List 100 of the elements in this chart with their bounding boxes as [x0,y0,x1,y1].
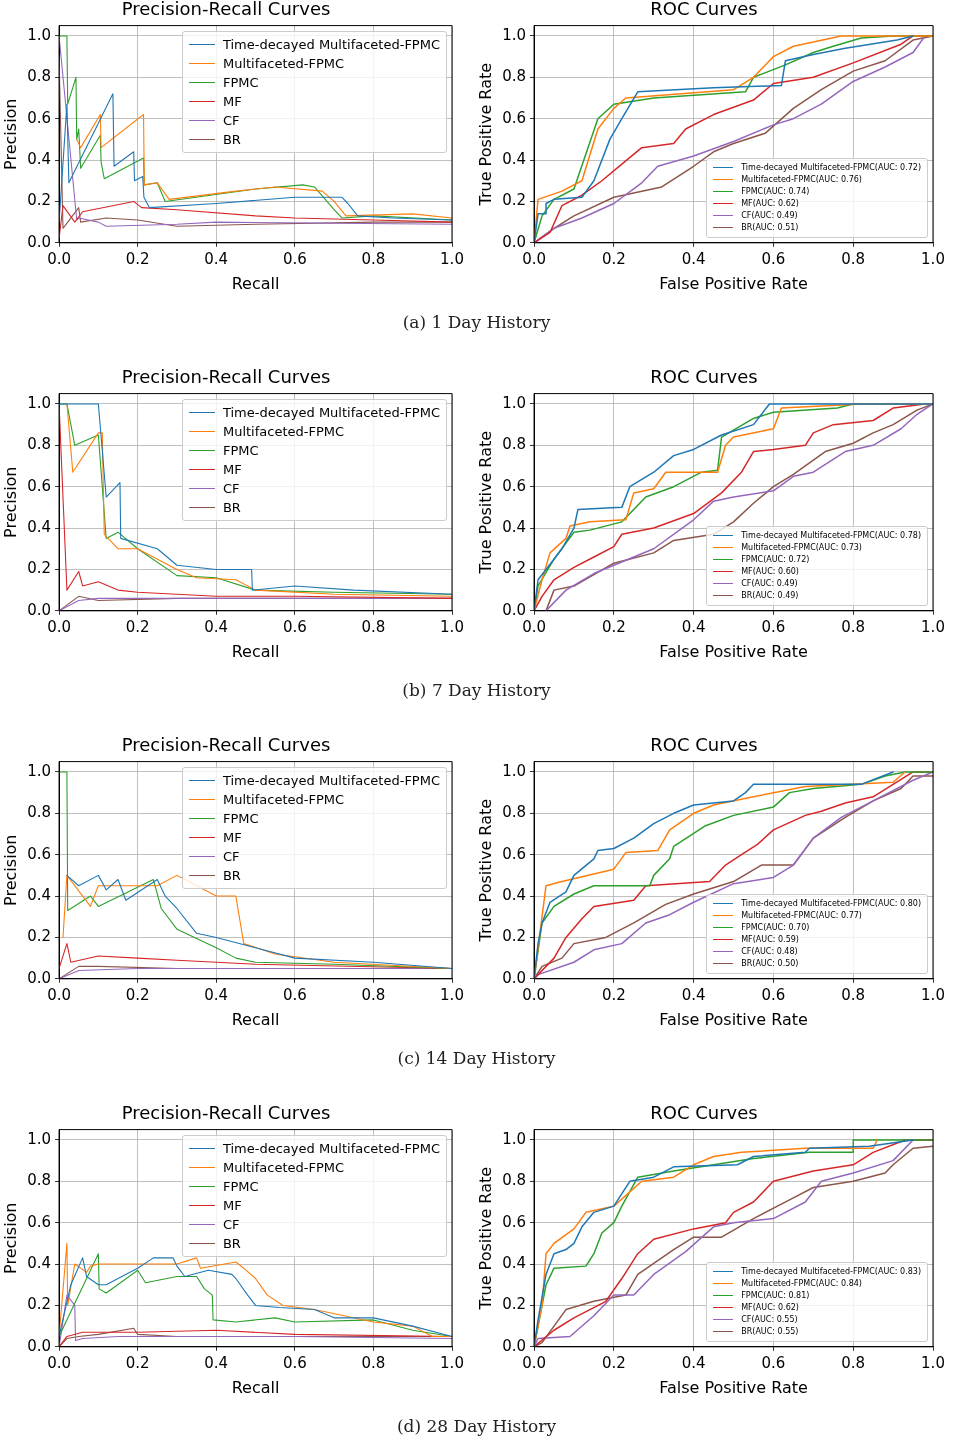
chart-title: ROC Curves [650,1102,758,1124]
x-tick-label: 0.6 [761,249,786,268]
y-tick-label: 0.4 [502,885,527,904]
y-axis-title: Precision [0,1202,20,1274]
x-tick-label: 0.6 [282,985,307,1004]
y-tick-label: 1.0 [502,761,527,780]
y-tick-label: 1.0 [502,393,527,412]
legend-label: FPMC(AUC: 0.74) [741,185,810,198]
x-tick-label: 0.6 [282,249,307,268]
text: (d) 28 Day History [395,1416,558,1436]
legend-label: BR [222,866,241,885]
y-tick-label: 1.0 [502,25,527,44]
y-tick-label: 0.8 [27,803,52,822]
y-tick-label: 0.0 [502,600,527,619]
x-tick-label: 0.2 [601,985,626,1004]
x-tick-label: 0.4 [204,1353,229,1372]
y-tick-label: 0.8 [502,67,527,86]
y-tick-label: 0.2 [27,1295,52,1314]
y-tick-label: 0.4 [27,149,52,168]
y-tick-label: 0.4 [502,517,527,536]
chart-title: ROC Curves [650,0,758,20]
y-tick-label: 0.4 [502,1253,527,1272]
legend-label: Time-decayed Multifaceted-FPMC [222,403,440,422]
y-tick-label: 1.0 [27,761,52,780]
legend-label: CF [222,479,240,498]
legend-label: BR(AUC: 0.50) [741,957,799,970]
legend-label: FPMC(AUC: 0.72) [741,553,810,566]
x-tick-label: 0.0 [47,1353,71,1372]
y-tick-label: 1.0 [502,1129,527,1148]
x-axis-title: Recall [231,641,280,661]
legend-label: CF [222,1215,240,1234]
x-tick-label: 1.0 [440,985,464,1004]
y-tick-label: 0.6 [502,476,527,495]
x-tick-label: 1.0 [440,617,464,636]
y-tick-label: 1.0 [27,1129,52,1148]
legend-label: CF(AUC: 0.49) [741,209,798,222]
legend-label: MF(AUC: 0.59) [741,933,799,946]
legend-label: Time-decayed Multifaceted-FPMC [222,1139,440,1158]
y-tick-label: 0.2 [502,559,527,578]
x-tick-label: 1.0 [921,1353,945,1372]
legend-label: Multifaceted-FPMC(AUC: 0.76) [741,173,862,186]
x-axis-title: False Positive Rate [659,273,808,293]
y-tick-label: 0.8 [27,67,52,86]
x-tick-label: 0.0 [522,985,546,1004]
legend-label: MF(AUC: 0.62) [741,197,799,210]
x-axis-title: False Positive Rate [659,1377,808,1397]
y-tick-label: 0.8 [27,1171,52,1190]
x-tick-label: 0.8 [841,985,866,1004]
y-axis-title: Precision [0,834,20,906]
y-tick-label: 0.4 [27,885,52,904]
x-tick-label: 0.8 [841,617,866,636]
chart-title: Precision-Recall Curves [121,366,331,388]
legend-label: Time-decayed Multifaceted-FPMC [222,771,440,790]
legend-label: FPMC [222,1177,259,1196]
x-tick-label: 0.6 [282,617,307,636]
y-tick-label: 0.0 [27,232,52,251]
legend-label: CF(AUC: 0.55) [741,1313,798,1326]
legend-label: Multifaceted-FPMC [222,422,345,441]
legend-label: MF [222,1196,242,1215]
y-tick-label: 0.6 [502,108,527,127]
y-tick-label: 0.6 [27,844,52,863]
y-tick-label: 0.4 [27,517,52,536]
legend-label: CF(AUC: 0.49) [741,577,798,590]
x-tick-label: 0.6 [761,985,786,1004]
x-tick-label: 0.8 [361,985,386,1004]
legend-label: CF(AUC: 0.48) [741,945,798,958]
x-tick-label: 0.4 [681,985,706,1004]
legend-label: BR(AUC: 0.51) [741,221,799,234]
chart-title: Precision-Recall Curves [121,1102,331,1124]
y-tick-label: 0.2 [502,191,527,210]
x-axis-title: Recall [231,1377,280,1397]
legend-label: Time-decayed Multifaceted-FPMC(AUC: 0.78) [741,529,921,542]
x-tick-label: 0.4 [681,617,706,636]
y-axis-title: Precision [0,466,20,538]
y-tick-label: 0.8 [502,803,527,822]
x-tick-label: 0.8 [361,617,386,636]
y-tick-label: 1.0 [27,25,52,44]
x-axis-title: Recall [231,1009,280,1029]
x-tick-label: 0.4 [681,249,706,268]
y-tick-label: 0.4 [502,149,527,168]
legend-label: FPMC(AUC: 0.70) [741,921,810,934]
y-axis-title: True Positive Rate [475,430,495,575]
legend-label: Multifaceted-FPMC(AUC: 0.73) [741,541,862,554]
x-axis-title: Recall [231,273,280,293]
legend-label: Multifaceted-FPMC(AUC: 0.77) [741,909,862,922]
legend-label: Time-decayed Multifaceted-FPMC(AUC: 0.83) [741,1265,921,1278]
y-tick-label: 1.0 [27,393,52,412]
y-tick-label: 0.8 [502,435,527,454]
legend-label: Time-decayed Multifaceted-FPMC(AUC: 0.80) [741,897,921,910]
legend-label: BR [222,1234,241,1253]
legend-label: BR [222,498,241,517]
legend-label: FPMC [222,809,259,828]
legend-label: Multifaceted-FPMC [222,1158,345,1177]
x-tick-label: 1.0 [440,1353,464,1372]
x-axis-title: False Positive Rate [659,1009,808,1029]
y-tick-label: 0.2 [502,927,527,946]
legend-label: Multifaceted-FPMC(AUC: 0.84) [741,1277,862,1290]
x-tick-label: 0.2 [125,249,150,268]
legend-label: CF [222,111,240,130]
x-tick-label: 0.0 [47,617,71,636]
